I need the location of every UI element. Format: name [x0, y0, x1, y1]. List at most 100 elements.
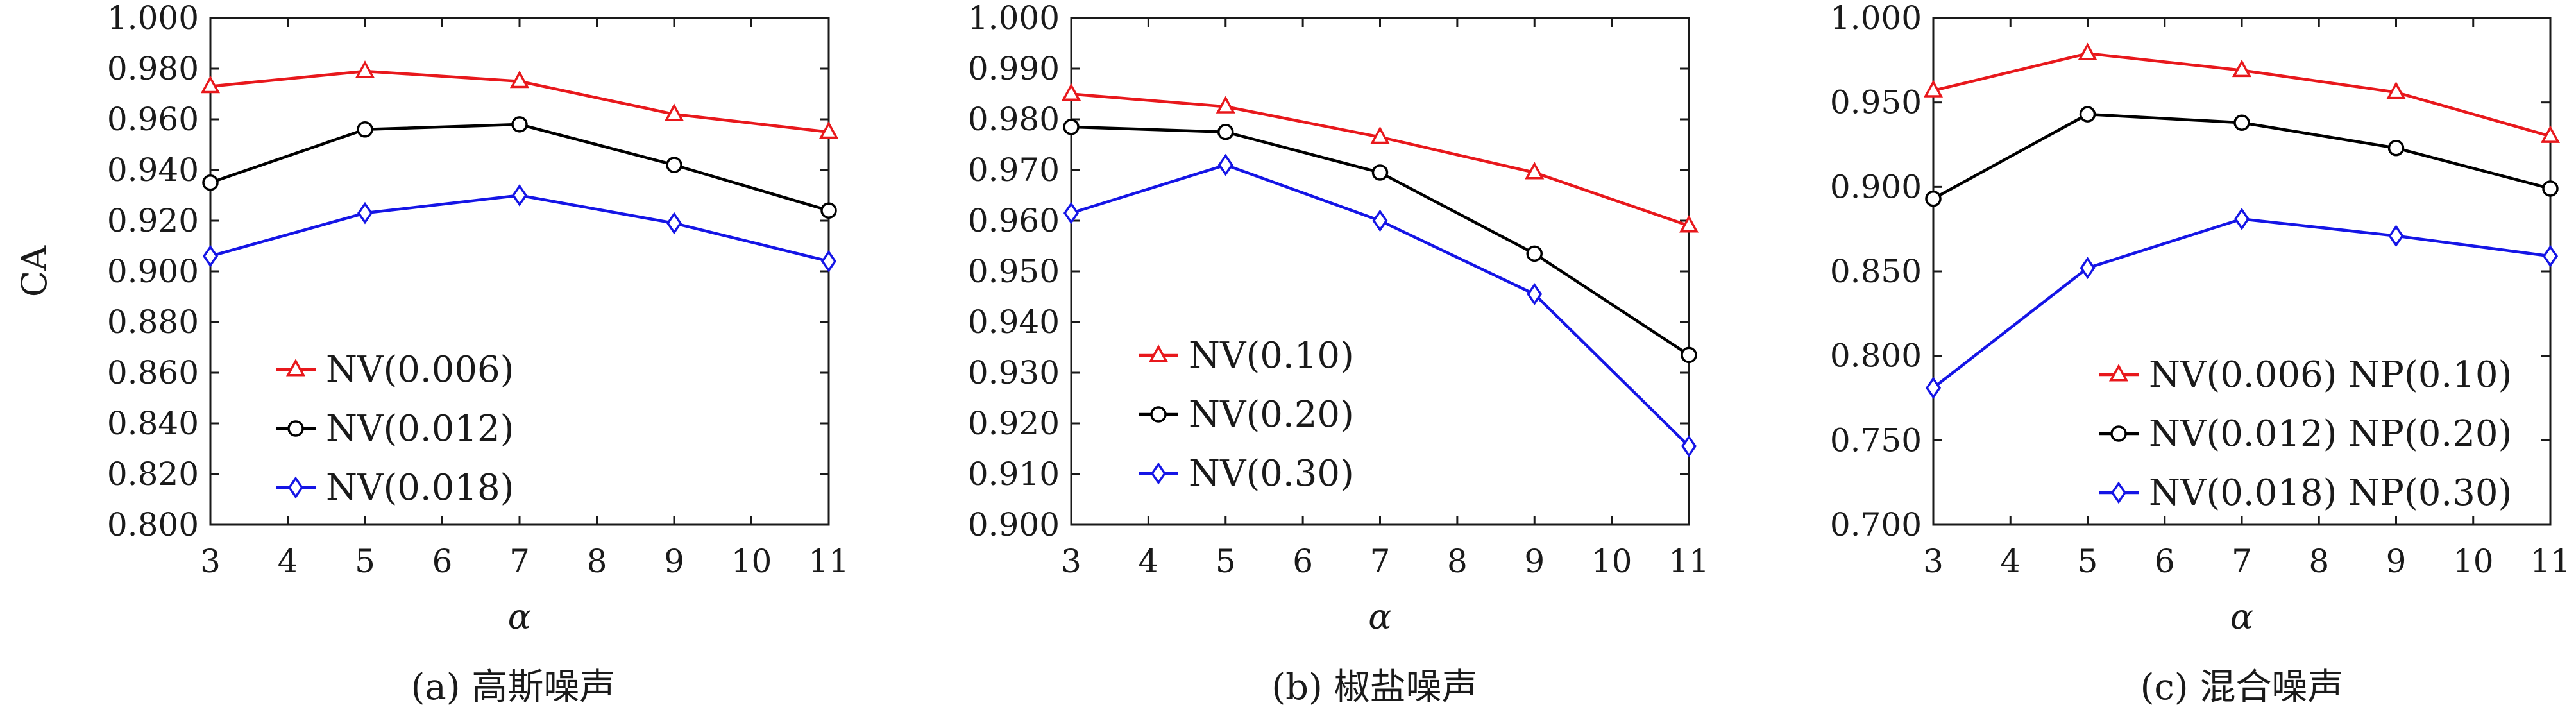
- legend-label: NV(0.30): [1189, 453, 1354, 495]
- y-tick-label: 0.990: [968, 50, 1060, 87]
- legend-marker: [2108, 364, 2129, 382]
- y-tick-label: 0.950: [968, 253, 1060, 290]
- legend-label: NV(0.006) NP(0.10): [2149, 354, 2512, 396]
- y-tick-label: 0.900: [968, 506, 1060, 543]
- data-point: [1681, 346, 1697, 364]
- data-point: [202, 174, 219, 191]
- x-tick-label: 3: [1061, 543, 1081, 580]
- legend-marker: [1150, 406, 1167, 423]
- y-tick-label: 0.950: [1830, 84, 1922, 121]
- series-1: [1063, 119, 1697, 364]
- y-tick-label: 0.940: [107, 151, 199, 189]
- data-point: [1925, 377, 1942, 400]
- panel-caption: (a) 高斯噪声: [411, 667, 616, 708]
- data-point: [2233, 207, 2250, 230]
- data-point: [2080, 257, 2096, 280]
- data-point: [2387, 140, 2405, 157]
- y-tick-label: 0.820: [107, 455, 199, 493]
- series-1: [1925, 106, 2559, 207]
- plot-frame: [1070, 17, 1690, 526]
- legend-marker: [285, 359, 306, 377]
- series-0: [200, 60, 839, 139]
- y-tick-label: 1.000: [1830, 0, 1922, 37]
- legend-label: NV(0.20): [1189, 394, 1354, 436]
- data-point: [1526, 245, 1543, 262]
- series-line: [1071, 125, 1690, 357]
- y-tick-label: 1.000: [968, 0, 1060, 37]
- y-tick-label: 0.970: [968, 151, 1060, 189]
- x-tick-label: 9: [1524, 543, 1545, 580]
- data-point: [820, 250, 837, 273]
- x-tick-label: 9: [2386, 543, 2407, 580]
- data-point: [1370, 126, 1390, 144]
- data-point: [2540, 125, 2561, 143]
- x-tick-label: 11: [1668, 543, 1709, 580]
- data-point: [820, 202, 837, 219]
- legend-marker: [287, 420, 304, 437]
- legend-label: NV(0.006): [326, 349, 514, 391]
- y-tick-label: 0.750: [1830, 421, 1922, 459]
- series-line: [1071, 163, 1690, 448]
- legend-marker: [287, 476, 304, 499]
- y-tick-label: 0.900: [107, 253, 199, 290]
- y-tick-label: 0.940: [968, 303, 1060, 341]
- x-tick-label: 6: [1292, 543, 1313, 580]
- y-tick-label: 1.000: [107, 0, 199, 37]
- x-tick-label: 4: [278, 543, 298, 580]
- x-tick-label: 6: [2155, 543, 2175, 580]
- legend-label: NV(0.012): [326, 408, 514, 450]
- legend: NV(0.006) NV(0.012) NV(0.018): [276, 349, 514, 509]
- y-tick-label: 0.920: [968, 405, 1060, 442]
- data-point: [2233, 114, 2250, 132]
- data-point: [1372, 209, 1388, 232]
- data-point: [2078, 42, 2097, 60]
- data-point: [355, 60, 375, 78]
- y-tick-label: 0.930: [968, 354, 1060, 391]
- x-tick-label: 4: [1138, 543, 1158, 580]
- y-tick-label: 0.980: [968, 101, 1060, 138]
- data-point: [818, 121, 839, 139]
- data-point: [666, 157, 682, 173]
- y-tick-label: 0.980: [107, 50, 199, 87]
- legend: NV(0.006) NP(0.10) NV(0.012) NP(0.20) NV(0…: [2099, 354, 2512, 514]
- x-tick-label: 11: [808, 543, 849, 580]
- data-point: [357, 121, 373, 138]
- x-tick-label: 4: [2000, 543, 2021, 580]
- y-tick-label: 0.920: [107, 202, 199, 239]
- y-axis-label: CA: [14, 245, 55, 297]
- chart-panel-2: 0.700 0.750 0.800 0.850 0.900 0.950 1.000 3 4 5 6 7…: [1830, 0, 2571, 708]
- series-2: [1925, 207, 2559, 400]
- x-tick-label: 7: [509, 543, 530, 580]
- data-point: [1679, 215, 1699, 233]
- y-tick-label: 0.800: [107, 506, 199, 543]
- data-point: [1217, 124, 1234, 140]
- data-point: [1216, 96, 1235, 114]
- x-tick-label: 11: [2530, 543, 2571, 580]
- x-tick-label: 10: [731, 543, 772, 580]
- x-tick-label: 3: [200, 543, 221, 580]
- data-point: [1371, 164, 1389, 181]
- data-point: [357, 201, 373, 225]
- y-tick-label: 0.960: [968, 202, 1060, 239]
- x-tick-label: 6: [432, 543, 453, 580]
- data-point: [2386, 81, 2406, 99]
- y-tick-label: 0.800: [1830, 337, 1922, 375]
- y-tick-label: 0.840: [107, 405, 199, 442]
- legend-marker: [2110, 425, 2127, 442]
- data-point: [509, 70, 530, 89]
- data-point: [664, 103, 684, 121]
- y-tick-label: 0.850: [1830, 253, 1922, 290]
- x-tick-label: 10: [2453, 543, 2494, 580]
- x-tick-label: 5: [2078, 543, 2098, 580]
- data-point: [666, 212, 682, 235]
- legend-label: NV(0.012) NP(0.20): [2149, 413, 2512, 455]
- x-tick-label: 3: [1923, 543, 1944, 580]
- x-axis-label: α: [2230, 597, 2253, 637]
- data-point: [200, 75, 221, 94]
- y-tick-label: 0.880: [107, 303, 199, 341]
- series-2: [1063, 153, 1697, 457]
- data-point: [2232, 59, 2252, 78]
- data-point: [2542, 244, 2559, 268]
- data-point: [511, 116, 528, 133]
